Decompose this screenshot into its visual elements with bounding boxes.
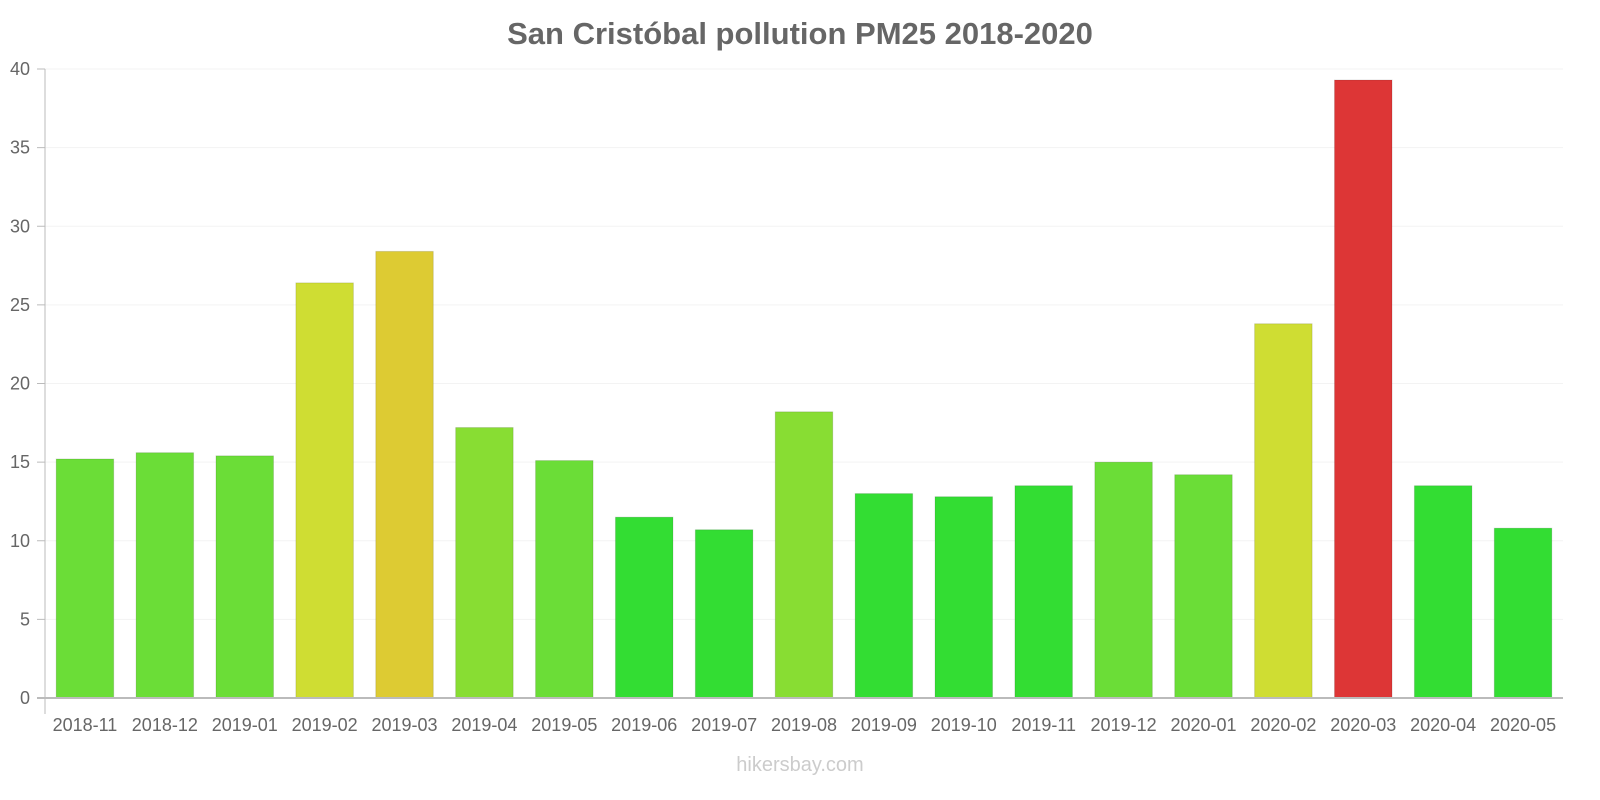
x-tick-label: 2019-03: [371, 715, 437, 735]
bar-2019-07: [694, 529, 754, 699]
x-tick-label: 2018-11: [53, 715, 118, 735]
bar-2019-08: [774, 411, 834, 699]
bar-2020-02: [1254, 323, 1313, 699]
bar-2019-01: [215, 455, 274, 699]
x-tick-label: 2020-01: [1170, 715, 1236, 735]
y-tick-label: 30: [10, 216, 30, 236]
x-tick-label: 2019-07: [691, 715, 757, 735]
bar-2019-10: [934, 496, 994, 699]
bar-2019-12: [1094, 461, 1153, 699]
watermark: hikersbay.com: [736, 754, 864, 776]
y-tick-label: 25: [10, 295, 30, 315]
x-tick-label: 2019-09: [851, 715, 917, 735]
bar-2019-05: [535, 460, 594, 699]
x-tick-label: 2018-12: [132, 715, 198, 735]
y-tick-label: 35: [10, 138, 30, 158]
x-tick-label: 2020-04: [1410, 715, 1476, 735]
bar-2020-05: [1493, 527, 1553, 699]
bar-2018-11: [55, 458, 115, 699]
bar-2020-04: [1413, 485, 1473, 699]
chart-title: San Cristóbal pollution PM25 2018-2020: [507, 16, 1093, 51]
bar-2019-09: [854, 493, 914, 699]
x-tick-label: 2019-02: [292, 715, 358, 735]
x-tick-label: 2019-04: [451, 715, 517, 735]
x-tick-label: 2019-06: [611, 715, 677, 735]
bar-2019-06: [614, 516, 674, 699]
bar-2019-04: [455, 427, 514, 699]
x-tick-label: 2020-02: [1250, 715, 1316, 735]
bar-2018-12: [135, 452, 195, 699]
y-tick-label: 0: [20, 688, 30, 708]
x-tick-label: 2020-03: [1330, 715, 1396, 735]
x-tick-label: 2019-08: [771, 715, 837, 735]
x-tick-label: 2019-01: [212, 715, 278, 735]
bar-2019-02: [295, 282, 354, 699]
y-tick-label: 10: [10, 531, 30, 551]
y-tick-label: 5: [20, 609, 30, 629]
x-tick-label: 2020-05: [1490, 715, 1556, 735]
bar-2020-01: [1174, 474, 1233, 699]
y-tick-label: 40: [10, 59, 30, 79]
bar-2019-11: [1014, 485, 1073, 699]
x-tick-label: 2019-10: [931, 715, 997, 735]
y-tick-label: 20: [10, 374, 30, 394]
bar-2020-03: [1334, 79, 1393, 699]
x-tick-label: 2019-11: [1011, 715, 1076, 735]
bar-2019-03: [375, 250, 434, 699]
x-tick-label: 2019-05: [531, 715, 597, 735]
x-tick-label: 2019-12: [1091, 715, 1157, 735]
y-tick-label: 15: [10, 452, 30, 472]
